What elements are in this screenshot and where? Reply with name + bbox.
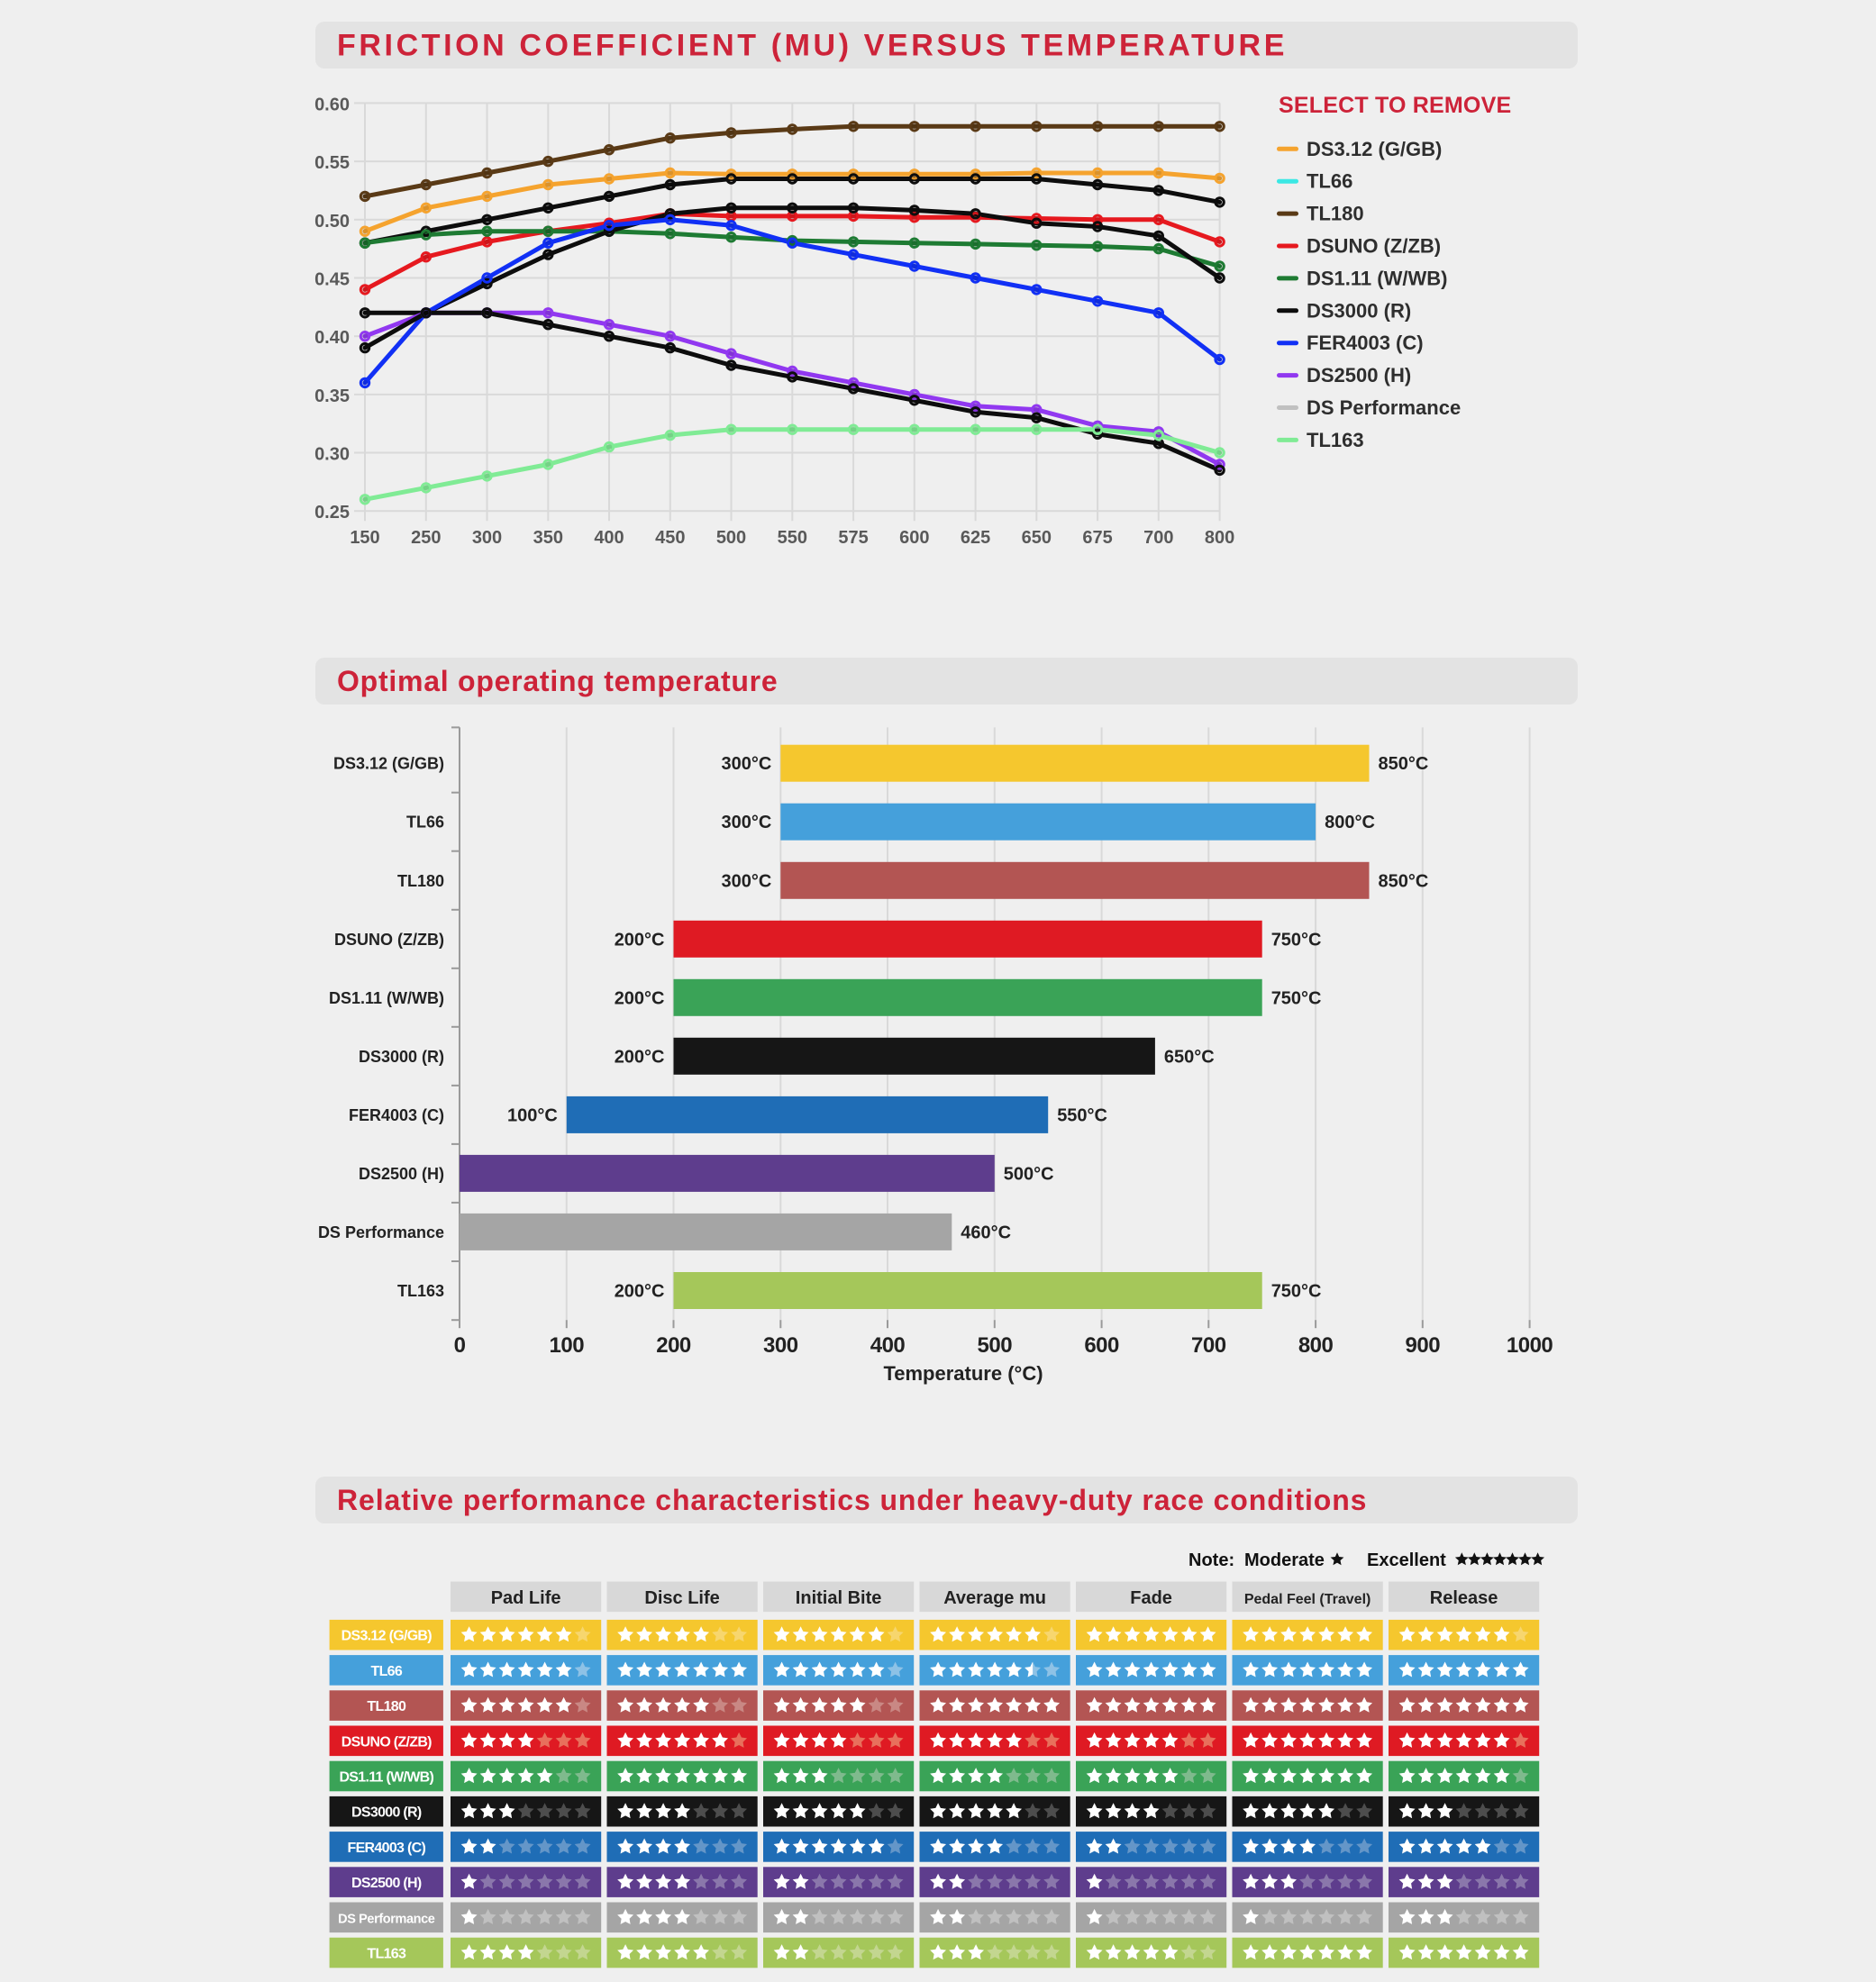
svg-text:FER4003 (C): FER4003 (C) bbox=[1307, 332, 1424, 354]
svg-text:460°C: 460°C bbox=[961, 1223, 1011, 1242]
svg-text:DS3000 (R): DS3000 (R) bbox=[359, 1048, 444, 1066]
svg-text:FRICTION COEFFICIENT (MU) VERS: FRICTION COEFFICIENT (MU) VERSUS TEMPERA… bbox=[337, 29, 1288, 63]
svg-text:FER4003 (C): FER4003 (C) bbox=[349, 1106, 444, 1124]
svg-text:TL66: TL66 bbox=[371, 1664, 403, 1679]
svg-text:0.40: 0.40 bbox=[314, 328, 350, 348]
svg-text:100: 100 bbox=[550, 1333, 585, 1358]
svg-text:450: 450 bbox=[655, 528, 685, 548]
svg-text:850°C: 850°C bbox=[1379, 754, 1429, 774]
svg-text:200°C: 200°C bbox=[615, 1282, 665, 1302]
svg-text:TL66: TL66 bbox=[1307, 170, 1352, 193]
svg-text:700: 700 bbox=[1143, 528, 1173, 548]
svg-text:575: 575 bbox=[838, 528, 868, 548]
svg-text:300°C: 300°C bbox=[721, 754, 771, 774]
svg-text:100°C: 100°C bbox=[507, 1105, 558, 1125]
svg-text:750°C: 750°C bbox=[1271, 988, 1322, 1008]
svg-text:Average mu: Average mu bbox=[943, 1588, 1046, 1608]
svg-text:200°C: 200°C bbox=[615, 988, 665, 1008]
svg-text:800: 800 bbox=[1298, 1333, 1334, 1358]
svg-text:700: 700 bbox=[1191, 1333, 1226, 1358]
svg-text:Release: Release bbox=[1430, 1588, 1498, 1608]
svg-text:TL180: TL180 bbox=[1307, 203, 1364, 225]
svg-text:1000: 1000 bbox=[1507, 1333, 1553, 1358]
svg-text:Fade: Fade bbox=[1130, 1588, 1172, 1608]
svg-text:650: 650 bbox=[1022, 528, 1052, 548]
svg-text:550°C: 550°C bbox=[1057, 1105, 1107, 1125]
svg-text:625: 625 bbox=[961, 528, 990, 548]
svg-text:Moderate: Moderate bbox=[1244, 1550, 1325, 1570]
svg-text:600: 600 bbox=[1084, 1333, 1119, 1358]
svg-text:300°C: 300°C bbox=[721, 813, 771, 832]
svg-text:850°C: 850°C bbox=[1379, 871, 1429, 891]
svg-text:800: 800 bbox=[1205, 528, 1234, 548]
svg-text:900: 900 bbox=[1406, 1333, 1441, 1358]
svg-text:Optimal operating temperature: Optimal operating temperature bbox=[337, 665, 778, 697]
svg-text:400: 400 bbox=[870, 1333, 906, 1358]
svg-text:300: 300 bbox=[763, 1333, 798, 1358]
svg-text:DS2500 (H): DS2500 (H) bbox=[359, 1165, 444, 1183]
svg-text:DS2500 (H): DS2500 (H) bbox=[1307, 364, 1411, 386]
svg-text:350: 350 bbox=[533, 528, 563, 548]
svg-text:FER4003 (C): FER4003 (C) bbox=[348, 1841, 426, 1856]
svg-text:SELECT TO REMOVE: SELECT TO REMOVE bbox=[1279, 93, 1511, 118]
svg-text:0.60: 0.60 bbox=[314, 95, 350, 114]
svg-text:0: 0 bbox=[454, 1333, 466, 1358]
svg-text:500: 500 bbox=[978, 1333, 1013, 1358]
svg-text:TL180: TL180 bbox=[367, 1699, 406, 1714]
svg-text:675: 675 bbox=[1082, 528, 1112, 548]
svg-text:DSUNO (Z/ZB): DSUNO (Z/ZB) bbox=[334, 931, 444, 949]
svg-text:DS Performance: DS Performance bbox=[318, 1223, 444, 1241]
svg-text:750°C: 750°C bbox=[1271, 1282, 1322, 1302]
svg-text:0.25: 0.25 bbox=[314, 503, 350, 523]
svg-text:0.45: 0.45 bbox=[314, 270, 350, 290]
svg-text:DS1.11 (W/WB): DS1.11 (W/WB) bbox=[1307, 267, 1447, 289]
svg-text:DS1.11 (W/WB): DS1.11 (W/WB) bbox=[339, 1770, 433, 1786]
svg-text:550: 550 bbox=[778, 528, 807, 548]
svg-text:DS3.12 (G/GB): DS3.12 (G/GB) bbox=[1307, 138, 1442, 160]
svg-text:200: 200 bbox=[656, 1333, 691, 1358]
svg-text:DS3.12 (G/GB): DS3.12 (G/GB) bbox=[333, 755, 444, 773]
svg-text:DSUNO (Z/ZB): DSUNO (Z/ZB) bbox=[1307, 235, 1441, 258]
svg-text:150: 150 bbox=[350, 528, 379, 548]
svg-text:600: 600 bbox=[899, 528, 929, 548]
svg-text:Excellent: Excellent bbox=[1367, 1550, 1446, 1570]
svg-text:0.35: 0.35 bbox=[314, 386, 350, 406]
svg-text:DS Performance: DS Performance bbox=[1307, 396, 1461, 419]
svg-text:Note:: Note: bbox=[1188, 1550, 1234, 1570]
svg-text:400: 400 bbox=[594, 528, 624, 548]
svg-text:DS1.11 (W/WB): DS1.11 (W/WB) bbox=[329, 989, 444, 1007]
svg-text:0.50: 0.50 bbox=[314, 212, 350, 232]
svg-text:Disc Life: Disc Life bbox=[644, 1588, 719, 1608]
svg-text:250: 250 bbox=[411, 528, 441, 548]
svg-text:300°C: 300°C bbox=[721, 871, 771, 891]
svg-text:800°C: 800°C bbox=[1325, 813, 1375, 832]
svg-text:500°C: 500°C bbox=[1004, 1164, 1054, 1184]
svg-text:DS2500 (H): DS2500 (H) bbox=[351, 1876, 422, 1891]
svg-text:DS3.12 (G/GB): DS3.12 (G/GB) bbox=[342, 1629, 433, 1644]
svg-text:TL66: TL66 bbox=[406, 814, 444, 832]
svg-text:TL163: TL163 bbox=[397, 1282, 444, 1300]
svg-text:Temperature (°C): Temperature (°C) bbox=[883, 1362, 1043, 1385]
svg-text:DS3000 (R): DS3000 (R) bbox=[1307, 299, 1411, 322]
svg-text:DS Performance: DS Performance bbox=[338, 1912, 435, 1926]
svg-text:0.30: 0.30 bbox=[314, 445, 350, 465]
svg-text:TL163: TL163 bbox=[367, 1947, 406, 1962]
svg-text:750°C: 750°C bbox=[1271, 930, 1322, 950]
svg-text:TL163: TL163 bbox=[1307, 429, 1364, 451]
svg-text:500: 500 bbox=[716, 528, 746, 548]
svg-text:650°C: 650°C bbox=[1164, 1047, 1215, 1067]
svg-text:200°C: 200°C bbox=[615, 930, 665, 950]
svg-text:Initial Bite: Initial Bite bbox=[796, 1588, 882, 1608]
svg-text:Relative performance character: Relative performance characteristics und… bbox=[337, 1484, 1367, 1516]
svg-text:300: 300 bbox=[472, 528, 502, 548]
svg-text:TL180: TL180 bbox=[397, 872, 444, 890]
svg-text:200°C: 200°C bbox=[615, 1047, 665, 1067]
svg-text:DSUNO (Z/ZB): DSUNO (Z/ZB) bbox=[342, 1734, 432, 1750]
svg-text:Pad Life: Pad Life bbox=[491, 1588, 561, 1608]
svg-text:Pedal Feel (Travel): Pedal Feel (Travel) bbox=[1244, 1592, 1371, 1607]
svg-text:DS3000 (R): DS3000 (R) bbox=[351, 1805, 422, 1821]
svg-text:0.55: 0.55 bbox=[314, 153, 350, 173]
